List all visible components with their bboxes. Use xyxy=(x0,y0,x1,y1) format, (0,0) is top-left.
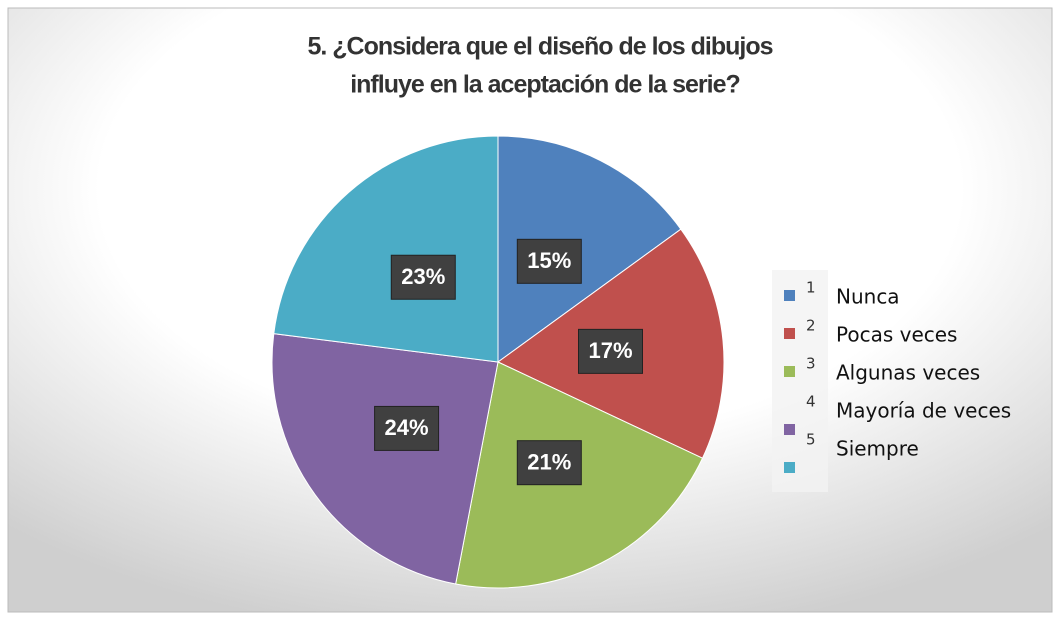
label-box xyxy=(374,405,440,451)
legend-code: 3 xyxy=(806,355,816,373)
data-label: 24% xyxy=(385,415,429,440)
pie-slice xyxy=(273,135,499,363)
legend-marker xyxy=(784,328,795,339)
legend-code: 5 xyxy=(806,431,816,449)
legend-marker xyxy=(784,462,795,473)
data-label: 17% xyxy=(588,338,632,363)
label-box xyxy=(577,328,643,374)
legend-label: Mayoría de veces xyxy=(836,399,1011,423)
label-box xyxy=(516,238,582,284)
data-label: 23% xyxy=(401,264,445,289)
pie-slice xyxy=(497,135,682,363)
legend-marker xyxy=(784,366,795,377)
legend-label: Algunas veces xyxy=(836,361,980,385)
label-box xyxy=(390,254,456,300)
pie-slice xyxy=(271,333,499,585)
label-box xyxy=(516,440,582,486)
legend-label: Nunca xyxy=(836,285,900,309)
legend-code: 2 xyxy=(806,317,816,335)
legend-label: Pocas veces xyxy=(836,323,957,347)
chart-title: influye en la aceptación de la serie? xyxy=(350,71,740,99)
legend-box xyxy=(772,270,828,492)
legend-marker xyxy=(784,424,795,435)
legend-code: 1 xyxy=(806,279,816,297)
data-label: 21% xyxy=(527,449,571,474)
legend-code: 4 xyxy=(806,393,816,411)
legend-label: Siempre xyxy=(836,437,919,461)
legend-marker xyxy=(784,290,795,301)
data-label: 15% xyxy=(527,248,571,273)
chart-title: 5. ¿Considera que el diseño de los dibuj… xyxy=(307,33,772,61)
